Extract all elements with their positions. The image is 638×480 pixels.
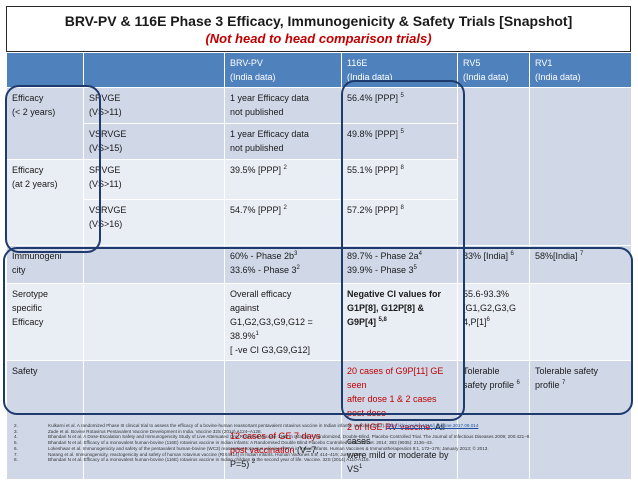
rv5-cell: Tolerable safety profile 6 xyxy=(457,360,530,480)
table-row: VSRVGE (VS>15) 1 year Efficacy data not pu… xyxy=(7,123,632,160)
slide-title-box: BRV-PV & 116E Phase 3 Efficacy, Immunoge… xyxy=(6,6,631,52)
header-rv5: RV5 (India data) xyxy=(457,52,530,88)
rv1-cell: 58%[India] 7 xyxy=(529,245,632,284)
rv5-cell: 83% [India] 6 xyxy=(457,245,530,284)
header-116e: 116E (India data) xyxy=(341,52,458,88)
subrow-blank xyxy=(83,245,225,284)
table-row: Efficacy (< 2 years) SRVGE (VS>11) 1 year … xyxy=(6,87,632,246)
header-blank-1 xyxy=(6,52,84,88)
reference-link[interactable]: https://doi.org/10.1016/j.vaccine.2017.0… xyxy=(386,423,479,428)
table-row: Efficacy (at 2 years) SRVGE (VS>11) 39.5% … xyxy=(6,159,632,246)
reference-item: 8. Bhandari N et al. Efficacy of a monova… xyxy=(14,457,370,463)
116e-cell: Negative CI values for G1P[8], G12P[8] & G… xyxy=(341,283,458,361)
subrow-blank xyxy=(83,283,225,361)
slide-subtitle: (Not head to head comparison trials) xyxy=(205,31,432,46)
reference-item: 7. Narang et al. Immunogenicity, reactoge… xyxy=(14,451,363,457)
row-label-immunogenicity: Immunogeni city xyxy=(6,245,84,284)
116e-cell: 55.1% [PPP] 8 xyxy=(341,159,458,200)
rv5-efficacy-blank xyxy=(457,87,530,246)
table-row: Immunogeni city 60% - Phase 2b3 33.6% - Ph… xyxy=(6,245,632,284)
reference-item: 5. Bhandari N et al. Efficacy of a monova… xyxy=(14,440,433,446)
116e-cell: 49.8% [PPP] 5 xyxy=(341,123,458,160)
brv-cell: 1 year Efficacy data not published xyxy=(224,123,342,160)
row-label-efficacy-2y: Efficacy (at 2 years) xyxy=(6,159,84,246)
header-blank-2 xyxy=(83,52,225,88)
116e-cell: 57.2% [PPP] 8 xyxy=(341,199,458,246)
brv-cell: 12 cases of GE 7 days post vaccination (V… xyxy=(224,360,342,480)
table-row: Serotype specific Efficacy Overall efficac… xyxy=(6,283,632,361)
brv-cell: 1 year Efficacy data not published xyxy=(224,87,342,124)
brv-cell: Overall efficacy against G1,G2,G3,G9,G12 =… xyxy=(224,283,342,361)
header-rv1: RV1 (India data) xyxy=(529,52,632,88)
reference-item: 2. Kulkarni et al. A randomized Phase III… xyxy=(14,423,479,428)
brv-cell: 54.7% [PPP] 2 xyxy=(224,199,342,246)
row-label-serotype: Serotype specific Efficacy xyxy=(6,283,84,361)
table-header-row: BRV-PV (India data) 116E (India data) RV5(… xyxy=(6,52,632,88)
subrow-label: SRVGE (VS>11) xyxy=(83,87,225,124)
references-list: 2. Kulkarni et al. A randomized Phase III… xyxy=(14,423,624,463)
brv-cell: 60% - Phase 2b3 33.6% - Phase 32 xyxy=(224,245,342,284)
subrow-label: VSRVGE (VS>15) xyxy=(83,123,225,160)
116e-cell: 89.7% - Phase 2a4 39.9% - Phase 35 xyxy=(341,245,458,284)
table-row: VSRVGE (VS>16) 54.7% [PPP] 2 57.2% [PPP] … xyxy=(7,199,632,246)
reference-item: 3. Zade et al. Bovine Rotavirus Pentavale… xyxy=(14,428,262,434)
subrow-blank xyxy=(83,360,225,480)
row-label-efficacy-lt2: Efficacy (< 2 years) xyxy=(6,87,84,160)
rv1-efficacy-blank xyxy=(529,87,632,246)
brv-cell: 39.5% [PPP] 2 xyxy=(224,159,342,200)
subrow-label: SRVGE (VS>11) xyxy=(83,159,225,200)
rv1-cell: Tolerable safety profile 7 xyxy=(529,360,632,480)
subrow-label: VSRVGE (VS>16) xyxy=(83,199,225,246)
rv1-blank xyxy=(529,283,632,361)
slide-title: BRV-PV & 116E Phase 3 Efficacy, Immunoge… xyxy=(64,13,573,29)
reference-item: 6. Lokeshwar et al. Immunogenicity and sa… xyxy=(14,445,489,451)
116e-cell: 56.4% [PPP] 5 xyxy=(341,87,458,124)
comparison-table: BRV-PV (India data) 116E (India data) RV5(… xyxy=(6,52,632,480)
reference-item: 4. Bhandari N et al. A Dose-Escalation Sa… xyxy=(14,434,531,440)
rv5-cell: 55.6-93.3% [G1,G2,G3,G 4,P[1]6 xyxy=(457,283,530,361)
header-brv-pv: BRV-PV (India data) xyxy=(224,52,342,88)
